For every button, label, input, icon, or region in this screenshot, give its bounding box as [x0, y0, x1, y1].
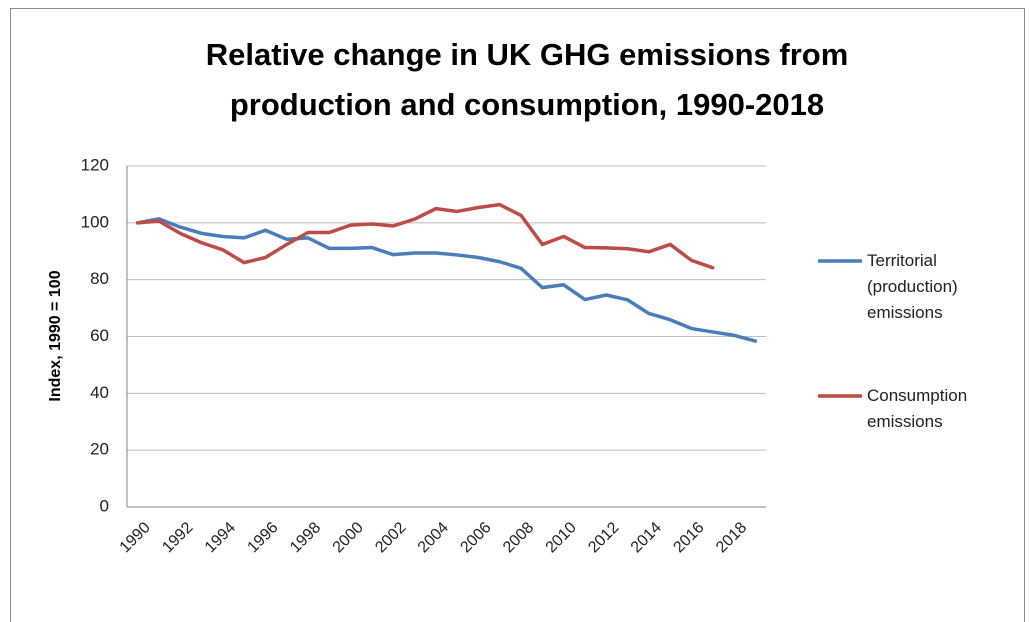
series-line: [135, 202, 715, 270]
y-tick-label: 80: [90, 269, 109, 288]
x-tick-label: 1996: [244, 519, 281, 556]
chart-title: Relative change in UK GHG emissions from…: [205, 37, 849, 122]
x-tick-label: 2008: [500, 519, 537, 556]
x-tick-label: 2016: [670, 519, 707, 556]
x-tick-label: 1992: [159, 519, 196, 556]
x-tick-label: 2004: [415, 519, 452, 556]
y-tick-label: 120: [81, 155, 109, 174]
y-tick-label: 20: [90, 440, 109, 459]
y-axis-label: Index, 1990 = 100: [47, 270, 64, 401]
x-tick-label: 2018: [713, 519, 750, 556]
x-tick-label: 2000: [330, 519, 367, 556]
x-tick-label: 1994: [202, 519, 239, 556]
x-tick-label: 2010: [543, 519, 580, 556]
x-tick-label: 1998: [287, 519, 324, 556]
y-tick-label: 60: [90, 326, 109, 345]
x-tick-label: 2002: [372, 519, 409, 556]
y-tick-label: 40: [90, 383, 109, 402]
x-tick-label: 2012: [585, 519, 622, 556]
x-tick-label: 1990: [117, 519, 154, 556]
chart-frame: [10, 8, 1025, 622]
series-line: [135, 217, 758, 343]
y-tick-label: 100: [81, 212, 109, 231]
x-tick-label: 2006: [457, 519, 494, 556]
legend-label: Territorial (production) emissions: [867, 251, 958, 322]
y-tick-label: 0: [100, 496, 109, 515]
x-tick-label: 2014: [628, 519, 665, 556]
legend-label: Consumption emissions: [867, 386, 968, 431]
